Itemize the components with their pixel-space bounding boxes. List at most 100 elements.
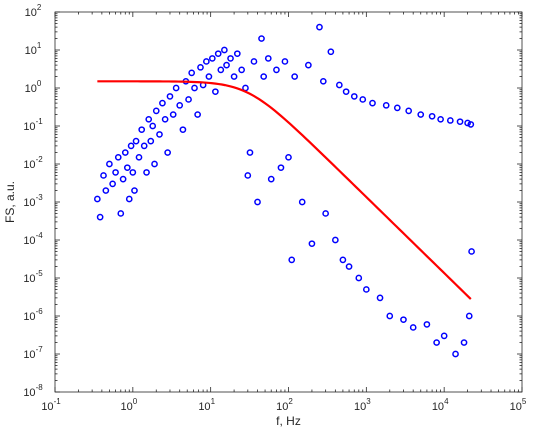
scatter-point: [277, 164, 285, 172]
scatter-point: [112, 169, 119, 176]
y-axis-ticks: 10-8 10-7 10-6 10-5 10-4 10-3 10-2 10-1 100 101 10…: [23, 3, 522, 399]
scatter-point: [217, 66, 225, 74]
y-tick-label: 100: [25, 79, 42, 95]
scatter-point: [114, 153, 122, 161]
scatter-point: [246, 149, 254, 156]
y-tick-label: 10-4: [23, 231, 43, 247]
scatter-point: [446, 117, 454, 124]
scatter-point: [305, 61, 312, 69]
scatter-point: [291, 73, 299, 80]
scatter-point: [260, 73, 268, 80]
y-axis-title: FS, a.u.: [3, 181, 17, 223]
scatter-point: [264, 55, 272, 62]
scatter-point: [214, 50, 222, 58]
scatter-point: [258, 35, 265, 42]
scatter-point: [208, 55, 216, 62]
scatter-point: [169, 111, 177, 118]
scatter-point: [350, 93, 358, 100]
x-tick-label: 103: [354, 397, 371, 413]
y-tick-label: 10-3: [23, 193, 43, 209]
scatter-point: [179, 126, 187, 134]
x-tick-label: 101: [198, 397, 215, 413]
scatter-point: [467, 121, 475, 128]
scatter-point: [460, 339, 468, 346]
scatter-point: [109, 180, 116, 188]
x-tick-label: 102: [276, 397, 293, 413]
scatter-point: [123, 164, 131, 172]
scatter-point: [386, 312, 394, 320]
scatter-point: [244, 172, 252, 179]
scatter-point: [342, 88, 350, 96]
scatter-point: [452, 350, 459, 358]
scatter-point: [339, 256, 347, 264]
scatter-point: [335, 81, 343, 89]
scatter-point: [227, 55, 234, 62]
scatter-point: [119, 175, 127, 183]
scatter-point: [409, 324, 417, 331]
scatter-point: [281, 58, 289, 65]
scatter-point: [417, 111, 425, 118]
scatter-point: [273, 66, 280, 74]
y-tick-label: 102: [25, 3, 42, 19]
scatter-point: [129, 169, 137, 176]
scatter-point: [298, 198, 306, 206]
scatter-point: [188, 69, 196, 77]
y-tick-label: 10-6: [23, 307, 43, 323]
scatter-point: [194, 111, 201, 118]
scatter-point: [308, 240, 316, 248]
scatter-point: [332, 236, 339, 244]
y-tick-label: 10-1: [23, 117, 43, 133]
scatter-point: [185, 96, 192, 103]
scatter-point: [127, 142, 135, 150]
scatter-point: [147, 137, 155, 145]
scatter-point: [145, 115, 153, 123]
scatter-point: [464, 119, 471, 127]
scatter-point: [437, 115, 444, 123]
y-tick-label: 101: [25, 41, 42, 57]
scatter-point: [285, 153, 292, 161]
x-tick-label: 105: [510, 397, 527, 413]
scatter-point: [267, 175, 275, 183]
scatter-point: [230, 73, 238, 80]
scatter-point: [203, 58, 210, 65]
scatter-point: [212, 88, 219, 96]
scatter-point: [465, 312, 473, 320]
scatter-point: [393, 104, 401, 112]
scatter-point: [316, 23, 323, 31]
scatter-point: [376, 294, 384, 302]
scatter-point: [191, 84, 198, 92]
scatter-point: [164, 149, 171, 156]
scatter-point: [254, 198, 261, 206]
scatter-point: [382, 101, 390, 109]
scatter-point: [131, 187, 138, 194]
y-tick-label: 10-2: [23, 155, 43, 171]
scatter-point: [102, 187, 110, 194]
scatter-point: [362, 286, 370, 293]
scatter-point: [223, 61, 230, 69]
scatter-point: [221, 46, 228, 54]
scatter-point: [468, 248, 475, 255]
scatter-point: [159, 99, 166, 107]
x-axis-ticks: 10-1 100 101 102 103 104 105: [41, 12, 527, 413]
scatter-point: [151, 160, 158, 168]
scatter-point: [440, 332, 448, 340]
scatter-point: [197, 63, 204, 71]
x-axis-title: f, Hz: [276, 414, 301, 428]
scatter-point: [106, 160, 113, 168]
scatter-point: [96, 213, 104, 221]
scatter-point: [143, 169, 150, 176]
scatter-point: [135, 153, 143, 161]
scatter-point: [288, 256, 296, 264]
scatter-point: [345, 263, 353, 270]
scatter-point: [152, 107, 160, 115]
scatter-point: [125, 195, 133, 203]
scatter-layer: [94, 23, 475, 358]
scatter-point: [428, 112, 436, 120]
scatter-point: [94, 195, 101, 203]
scatter-point: [100, 172, 107, 179]
scatter-point: [322, 210, 329, 217]
x-tick-label: 100: [120, 397, 137, 413]
scatter-point: [355, 274, 363, 282]
